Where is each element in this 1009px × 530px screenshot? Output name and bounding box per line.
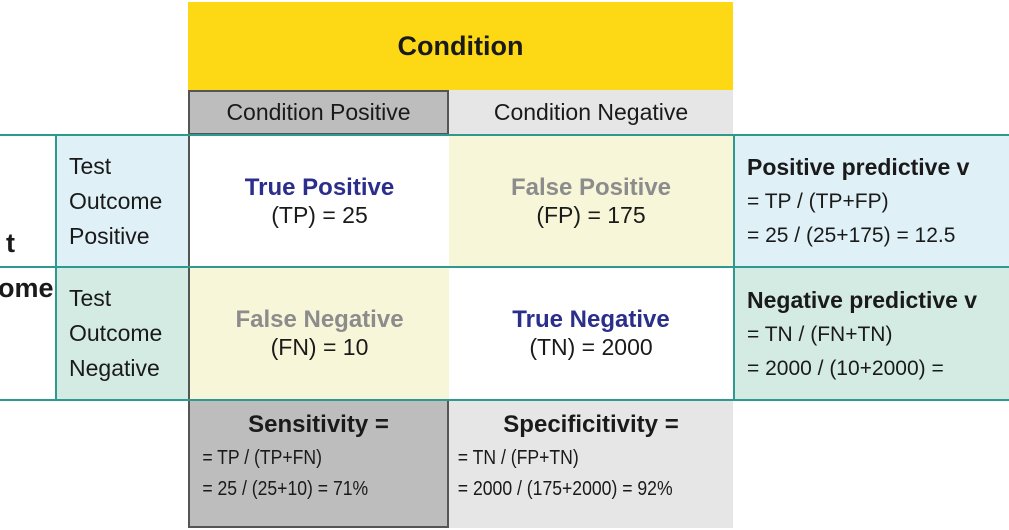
- footer-cell: Sensitivity = = TP / (TP+FN) = 25 / (25+…: [188, 401, 449, 528]
- footer-line: = 2000 / (175+2000) = 92%: [457, 478, 673, 500]
- cell-value: (FP) = 175: [536, 201, 646, 228]
- cell: False Negative (FN) = 10: [188, 268, 449, 399]
- cell-title: True Negative: [512, 306, 670, 333]
- row-header-text: t: [6, 228, 15, 258]
- predictive-line: = 25 / (25+175) = 12.5: [747, 224, 956, 247]
- row-label-line: Positive: [69, 222, 150, 249]
- predictive-title: Positive predictive v: [747, 154, 970, 180]
- row-label-line: Outcome: [69, 320, 163, 346]
- predictive-cell: Negative predictive v = TN / (FN+TN) = 2…: [733, 268, 1009, 399]
- footer-cell: Specificitivity = = TN / (FP+TN) = 2000 …: [449, 401, 733, 528]
- row-label-line: Negative: [69, 355, 160, 381]
- cell-value: (TP) = 25: [271, 201, 368, 228]
- row-label-line: Test: [69, 285, 112, 311]
- predictive-title: Negative predictive v: [747, 286, 978, 313]
- column-label: Condition Negative: [493, 99, 689, 125]
- cell: True Positive (TP) = 25: [188, 136, 449, 266]
- row-label: Test Outcome Negative: [55, 268, 188, 399]
- footer-title: Specificitivity =: [503, 411, 679, 438]
- cell-value: (FN) = 10: [270, 334, 369, 360]
- row-label-line: Test: [69, 152, 112, 179]
- cell-title: True Positive: [244, 173, 395, 201]
- row-label-line: Outcome: [69, 187, 163, 214]
- footer-line: = 25 / (25+10) = 71%: [202, 478, 369, 500]
- column-header: Condition Negative: [449, 90, 733, 135]
- column-label: Condition Positive: [226, 99, 411, 125]
- row-border: [0, 399, 1009, 401]
- row-header-text: ome: [0, 273, 54, 303]
- cell-value: (TN) = 2000: [529, 334, 653, 360]
- condition-title: Condition: [397, 30, 524, 61]
- condition-header: Condition: [188, 2, 733, 90]
- footer-line: = TN / (FP+TN): [457, 447, 579, 469]
- predictive-line: = 2000 / (10+2000) =: [747, 356, 944, 380]
- cell-title: False Negative: [235, 306, 404, 333]
- predictive-line: = TP / (TP+FP): [747, 190, 889, 213]
- row-border: [0, 134, 1009, 136]
- footer-line: = TP / (TP+FN): [202, 447, 322, 469]
- predictive-cell: Positive predictive v = TP / (TP+FP) = 2…: [733, 136, 1009, 266]
- column-header: Condition Positive: [188, 90, 449, 135]
- row-border: [0, 266, 1009, 268]
- footer-title: Sensitivity =: [248, 411, 389, 438]
- cell-title: False Positive: [510, 173, 672, 201]
- predictive-line: = TN / (FN+TN): [747, 322, 893, 346]
- cell: False Positive (FP) = 175: [449, 136, 733, 266]
- row-label: Test Outcome Positive: [55, 136, 188, 266]
- cell: True Negative (TN) = 2000: [449, 268, 733, 399]
